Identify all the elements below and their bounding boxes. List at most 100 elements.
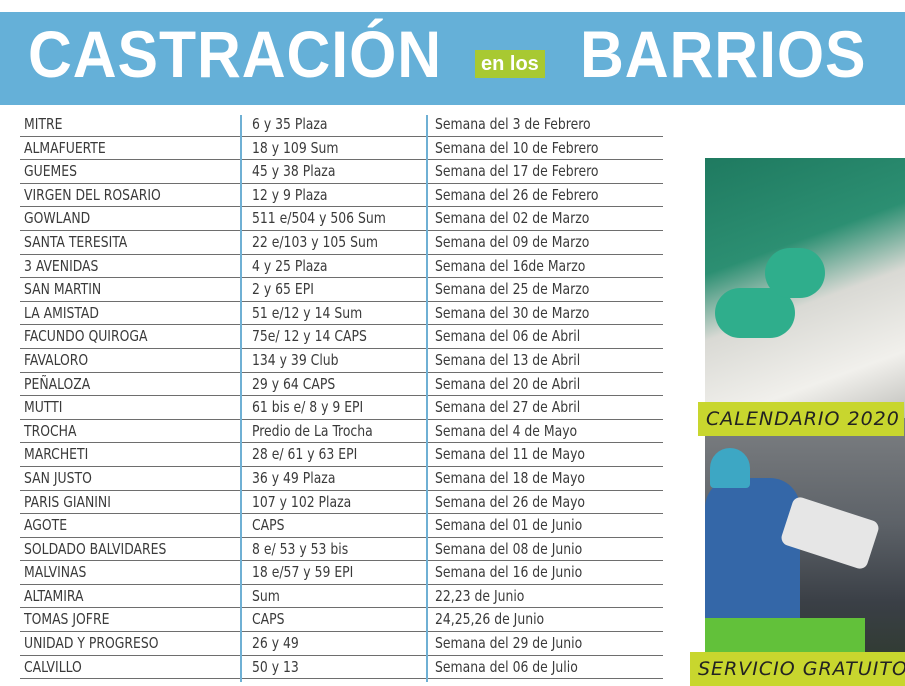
table-row: MUTTI 61 bis e/ 8 y 9 EPI Semana del 27 de… xyxy=(20,396,663,420)
table-row: MITRE 6 y 35 Plaza Semana del 3 de Febrero xyxy=(20,113,663,137)
date-cell: Semana del 17 de Febrero xyxy=(435,162,599,181)
date-cell: Semana del 08 de Junio xyxy=(435,539,583,558)
barrio-cell: TROCHA xyxy=(24,421,77,440)
column-divider xyxy=(426,115,428,682)
date-cell: Semana del 20 de Abril xyxy=(435,374,581,393)
location-cell: 51 e/12 y 14 Sum xyxy=(252,303,363,322)
date-cell: Semana del 3 de Febrero xyxy=(435,115,591,133)
table-row: GUEMES 45 y 38 Plaza Semana del 17 de Febr… xyxy=(20,160,663,184)
date-cell: Semana del 29 de Junio xyxy=(435,634,583,653)
date-cell: Semana del 06 de Abril xyxy=(435,327,581,346)
location-cell: 4 y 25 Plaza xyxy=(252,256,328,275)
barrio-cell: VIRGEN DEL ROSARIO xyxy=(24,185,161,204)
barrio-cell: SAN JUSTO xyxy=(24,468,92,487)
table-row: FAVALORO 134 y 39 Club Semana del 13 de Ab… xyxy=(20,349,663,373)
date-cell: 22,23 de Junio xyxy=(435,586,525,605)
table-row: TOMAS JOFRE CAPS 24,25,26 de Junio xyxy=(20,608,663,633)
title-castracion: CASTRACIÓN xyxy=(28,17,442,91)
date-cell: 24,25,26 de Junio xyxy=(435,610,545,629)
glove-shape xyxy=(765,248,825,298)
table-row: VIRGEN DEL ROSARIO 12 y 9 Plaza Semana del… xyxy=(20,184,663,208)
barrio-cell: MUTTI xyxy=(24,398,63,417)
date-cell: Semana del 01 de Junio xyxy=(435,516,583,535)
location-cell: 45 y 38 Plaza xyxy=(252,162,336,181)
location-cell: 8 e/ 53 y 53 bis xyxy=(252,539,349,558)
location-cell: 36 y 49 Plaza xyxy=(252,468,336,487)
table-row: 3 AVENIDAS 4 y 25 Plaza Semana del 16de Ma… xyxy=(20,255,663,279)
location-cell: 18 e/57 y 59 EPI xyxy=(252,563,354,582)
date-cell: Semana del 02 de Marzo xyxy=(435,209,590,228)
date-cell: Semana del 26 de Febrero xyxy=(435,185,599,204)
barrio-cell: MALVINAS xyxy=(24,563,87,582)
table-row: LA AMISTAD 51 e/12 y 14 Sum Semana del 30 … xyxy=(20,302,663,326)
location-cell: CAPS xyxy=(252,516,285,535)
date-cell: Semana del 16 de Junio xyxy=(435,563,583,582)
table-row: SAN JUSTO 36 y 49 Plaza Semana del 18 de M… xyxy=(20,467,663,491)
location-cell: 50 y 13 xyxy=(252,657,299,676)
location-cell: Sum xyxy=(252,586,280,605)
barrio-cell: PEÑALOZA xyxy=(24,374,91,393)
location-cell: 28 e/ 61 y 63 EPI xyxy=(252,445,358,464)
date-cell: Semana del 10 de Febrero xyxy=(435,138,599,157)
table-row: SOLDADO BALVIDARES 8 e/ 53 y 53 bis Semana… xyxy=(20,538,663,562)
date-cell: Semana del 06 de Julio xyxy=(435,657,578,676)
location-cell: 29 y 64 CAPS xyxy=(252,374,336,393)
barrio-cell: FACUNDO QUIROGA xyxy=(24,327,148,346)
table-row: AGOTE CAPS Semana del 01 de Junio xyxy=(20,514,663,538)
table-row: MALVINAS 18 e/57 y 59 EPI Semana del 16 de… xyxy=(20,561,663,585)
title-banner xyxy=(0,12,905,105)
free-service-tag: SERVICIO GRATUITO xyxy=(690,652,905,686)
table-row: TROCHA Predio de La Trocha Semana del 4 de… xyxy=(20,420,663,444)
barrio-cell: TOMAS JOFRE xyxy=(24,610,110,629)
barrio-cell: MITRE xyxy=(24,115,63,133)
barrio-cell: PARIS GIANINI xyxy=(24,492,111,511)
date-cell: Semana del 4 de Mayo xyxy=(435,421,578,440)
table-row: SAN MARTIN 2 y 65 EPI Semana del 25 de Mar… xyxy=(20,278,663,302)
table-row: UNIDAD Y PROGRESO 26 y 49 Semana del 29 de… xyxy=(20,632,663,656)
date-cell: Semana del 25 de Marzo xyxy=(435,280,590,299)
surgery-photo xyxy=(705,418,905,682)
date-cell: Semana del 27 de Abril xyxy=(435,398,581,417)
date-cell: Semana del 13 de Abril xyxy=(435,350,581,369)
table-row: PARIS GIANINI 107 y 102 Plaza Semana del 2… xyxy=(20,491,663,515)
date-cell: Semana del 09 de Marzo xyxy=(435,232,590,251)
vet-exam-photo xyxy=(705,158,905,418)
barrio-cell: SAN MARTIN xyxy=(24,280,102,299)
barrio-cell: MARCHETI xyxy=(24,445,89,464)
table-row: ALTAMIRA Sum 22,23 de Junio xyxy=(20,585,663,609)
barrio-cell: UNIDAD Y PROGRESO xyxy=(24,634,159,653)
barrio-cell: CALVILLO xyxy=(24,657,82,676)
date-cell: Semana del 18 de Mayo xyxy=(435,468,586,487)
barrio-cell: FAVALORO xyxy=(24,350,89,369)
barrio-cell: ALMAFUERTE xyxy=(24,138,106,157)
barrio-cell: GOWLAND xyxy=(24,209,91,228)
schedule-table: MITRE 6 y 35 Plaza Semana del 3 de Febrero… xyxy=(20,113,663,680)
location-cell: 26 y 49 xyxy=(252,634,299,653)
table-row: SANTA TERESITA 22 e/103 y 105 Sum Semana d… xyxy=(20,231,663,255)
location-cell: CAPS xyxy=(252,610,285,629)
barrio-cell: SOLDADO BALVIDARES xyxy=(24,539,167,558)
title-connector: en los xyxy=(475,50,545,78)
table-row: PEÑALOZA 29 y 64 CAPS Semana del 20 de Abr… xyxy=(20,373,663,397)
table-row: FACUNDO QUIROGA 75e/ 12 y 14 CAPS Semana d… xyxy=(20,325,663,349)
barrio-cell: AGOTE xyxy=(24,516,68,535)
location-cell: 61 bis e/ 8 y 9 EPI xyxy=(252,398,364,417)
barrio-cell: 3 AVENIDAS xyxy=(24,256,99,275)
location-cell: 2 y 65 EPI xyxy=(252,280,314,299)
table-row: MARCHETI 28 e/ 61 y 63 EPI Semana del 11 d… xyxy=(20,443,663,467)
table-row: GOWLAND 511 e/504 y 506 Sum Semana del 02 … xyxy=(20,207,663,231)
barrio-cell: SANTA TERESITA xyxy=(24,232,128,251)
barrio-cell: GUEMES xyxy=(24,162,78,181)
location-cell: 75e/ 12 y 14 CAPS xyxy=(252,327,367,346)
date-cell: Semana del 11 de Mayo xyxy=(435,445,586,464)
location-cell: 18 y 109 Sum xyxy=(252,138,339,157)
barrio-cell: ALTAMIRA xyxy=(24,586,84,605)
location-cell: 511 e/504 y 506 Sum xyxy=(252,209,386,228)
surgeon-cap-shape xyxy=(710,448,750,488)
calendar-tag: CALENDARIO 2020 xyxy=(698,402,904,436)
location-cell: 134 y 39 Club xyxy=(252,350,339,369)
table-row: CALVILLO 50 y 13 Semana del 06 de Julio xyxy=(20,656,663,680)
location-cell: 22 e/103 y 105 Sum xyxy=(252,232,378,251)
location-cell: 6 y 35 Plaza xyxy=(252,115,328,133)
title-barrios: BARRIOS xyxy=(580,17,867,91)
